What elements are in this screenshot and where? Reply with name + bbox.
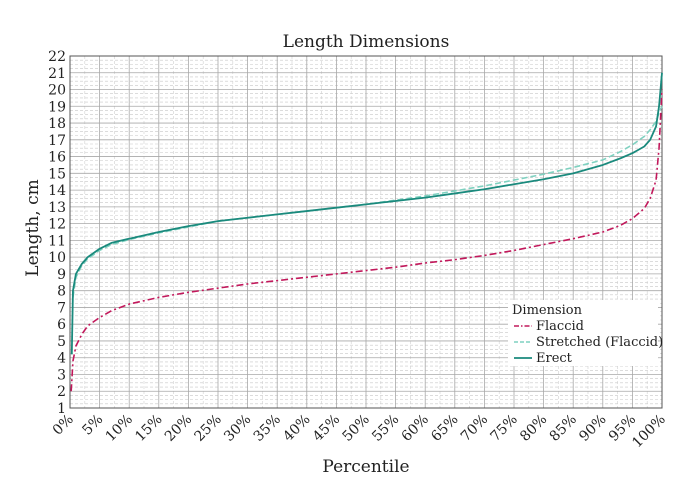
y-axis-label: Length, cm [23,179,43,276]
y-tick-label: 11 [48,233,66,249]
y-tick-label: 4 [57,351,66,367]
x-tick-label: 25% [192,412,225,445]
y-tick-label: 21 [48,66,66,82]
y-tick-label: 2 [57,384,66,400]
y-tick-label: 8 [57,284,66,300]
legend-item-label: Flaccid [536,319,584,334]
x-tick-label: 90% [576,412,609,445]
y-tick-label: 1 [57,401,66,417]
x-tick-label: 30% [221,412,254,445]
legend-box [508,300,658,366]
y-tick-label: 15 [48,166,66,182]
y-tick-label: 16 [48,150,66,166]
x-tick-label: 50% [340,412,373,445]
x-tick-label: 80% [517,412,550,445]
x-tick-label: 65% [428,412,461,445]
x-tick-label: 100% [629,412,669,452]
x-tick-label: 40% [280,412,313,445]
x-axis-label: Percentile [322,457,409,477]
x-tick-label: 70% [458,412,491,445]
y-tick-label: 20 [48,83,66,99]
x-tick-label: 20% [162,412,195,445]
plot-frame [69,55,663,409]
y-tick-label: 9 [57,267,66,283]
y-tick-label: 5 [57,334,66,350]
y-tick-label: 17 [48,133,66,149]
series-line-flaccid [70,89,663,392]
series-line-erect [70,72,663,355]
y-tick-label: 3 [57,367,66,383]
x-tick-label: 10% [103,412,136,445]
y-tick-label: 7 [57,300,66,316]
y-tick-label: 12 [48,217,66,233]
x-tick-label: 55% [369,412,402,445]
x-tick-label: 45% [310,412,343,445]
legend-title: Dimension [512,303,583,318]
x-axis-ticks: 0% 5%10%15%20%25%30%35%40%45%50%55%60%65%… [50,412,669,452]
series-lines [70,72,663,392]
x-tick-label: 35% [251,412,284,445]
legend-item-label: Stretched (Flaccid) [536,335,663,350]
x-tick-label: 75% [488,412,521,445]
chart-title: Length Dimensions [283,32,450,52]
legend-item-label: Erect [536,351,573,366]
y-tick-label: 14 [48,183,66,199]
x-tick-label: 15% [132,412,165,445]
grid [69,55,663,409]
x-tick-label: 60% [399,412,432,445]
y-tick-label: 19 [48,99,66,115]
y-tick-label: 6 [57,317,66,333]
y-tick-label: 13 [48,200,66,216]
y-tick-label: 22 [48,49,66,65]
y-tick-label: 18 [48,116,66,132]
y-tick-label: 10 [48,250,66,266]
x-tick-label: 0% [50,412,77,439]
x-tick-label: 85% [547,412,580,445]
